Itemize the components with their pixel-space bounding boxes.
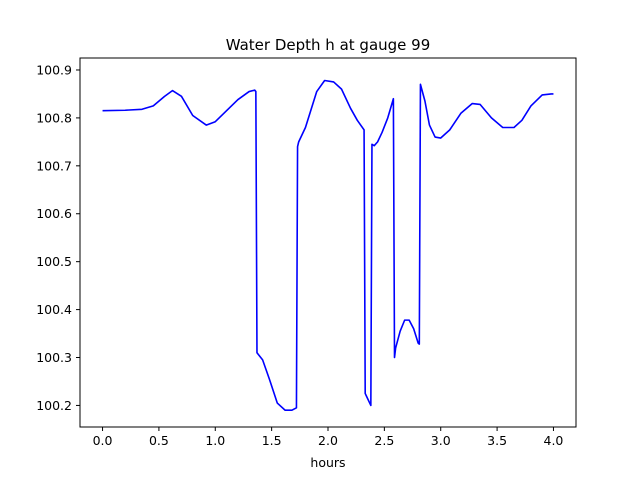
y-tick-label: 100.9 (36, 62, 72, 77)
y-tick-label: 100.5 (36, 254, 72, 269)
series-line (102, 79, 554, 412)
x-tick-label: 1.5 (262, 433, 282, 448)
y-tick-label: 100.8 (36, 110, 72, 125)
x-axis-ticks: 0.0 0.5 1.0 1.5 2.0 2.5 3.0 3.5 4.0 (93, 427, 564, 448)
y-axis-ticks: 100.2 100.3 100.4 100.5 100.6 100.7 100.8 100.9 (36, 62, 80, 413)
x-tick-label: 2.5 (374, 433, 394, 448)
x-tick-label: 2.0 (318, 433, 338, 448)
x-tick-label: 0.0 (93, 433, 113, 448)
y-tick-label: 100.3 (36, 350, 72, 365)
x-tick-label: 3.0 (431, 433, 451, 448)
y-tick-label: 100.6 (36, 206, 72, 221)
x-tick-label: 4.0 (544, 433, 564, 448)
y-tick-label: 100.2 (36, 398, 72, 413)
chart-title: Water Depth h at gauge 99 (226, 36, 431, 54)
x-tick-label: 1.0 (205, 433, 225, 448)
x-axis-title: hours (310, 455, 345, 470)
y-tick-label: 100.7 (36, 158, 72, 173)
x-tick-label: 3.5 (487, 433, 507, 448)
x-tick-label: 0.5 (149, 433, 169, 448)
plot-area-frame (79, 57, 577, 428)
y-tick-label: 100.4 (36, 302, 72, 317)
